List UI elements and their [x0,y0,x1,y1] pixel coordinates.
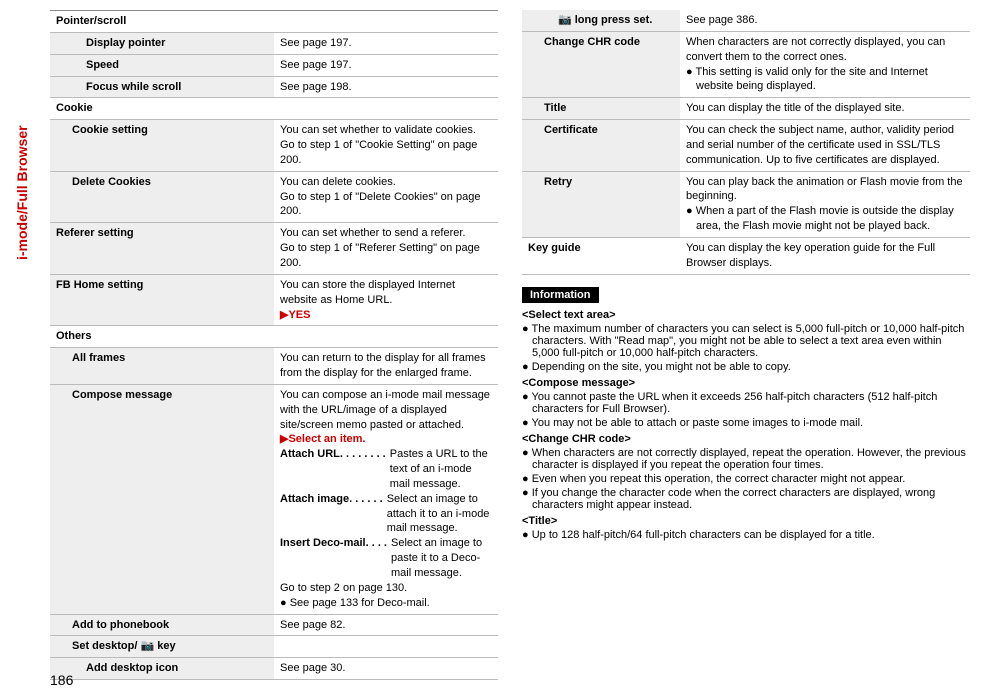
table-row: Delete CookiesYou can delete cookies.Go … [50,171,498,223]
setting-label: Compose message [50,384,274,614]
info-item: ● The maximum number of characters you c… [522,323,970,359]
setting-label: All frames [50,348,274,385]
setting-description: You can store the displayed Internet web… [274,274,498,326]
setting-description: See page 197. [274,54,498,76]
setting-description: You can delete cookies.Go to step 1 of "… [274,171,498,223]
table-row: CertificateYou can check the subject nam… [522,120,970,172]
table-row: Add to phonebookSee page 82. [50,614,498,636]
setting-label: Referer setting [50,223,274,275]
setting-description: You can play back the animation or Flash… [680,171,970,237]
table-row: Compose messageYou can compose an i-mode… [50,384,498,614]
info-item: ● When characters are not correctly disp… [522,447,970,471]
info-group-title: <Title> [522,515,970,527]
info-item: ● You may not be able to attach or paste… [522,417,970,429]
setting-description [274,636,498,658]
setting-label: Delete Cookies [50,171,274,223]
info-group-title: <Compose message> [522,377,970,389]
setting-description: You can set whether to send a referer.Go… [274,223,498,275]
table-row: Set desktop/ 📷 key [50,636,498,658]
setting-label: Key guide [522,237,680,274]
setting-description: You can return to the display for all fr… [274,348,498,385]
right-column: 📷 long press set.See page 386.Change CHR… [522,10,970,680]
info-item: ● Even when you repeat this operation, t… [522,473,970,485]
left-column: Pointer/scrollDisplay pointerSee page 19… [50,10,498,680]
setting-label: FB Home setting [50,274,274,326]
table-row: 📷 long press set.See page 386. [522,10,970,31]
right-table: 📷 long press set.See page 386.Change CHR… [522,10,970,275]
table-row: TitleYou can display the title of the di… [522,98,970,120]
setting-description: You can display the title of the display… [680,98,970,120]
table-row: FB Home settingYou can store the display… [50,274,498,326]
setting-label: Display pointer [50,32,274,54]
setting-label: Add to phonebook [50,614,274,636]
section-header: Others [50,326,498,348]
setting-label: Change CHR code [522,31,680,97]
information-box: Information <Select text area> ● The maxi… [522,275,970,541]
table-row: Change CHR codeWhen characters are not c… [522,31,970,97]
setting-description: You can display the key operation guide … [680,237,970,274]
info-group-title: <Select text area> [522,309,970,321]
section-header: Pointer/scroll [50,11,498,33]
side-tab: i-mode/Full Browser [14,125,30,260]
table-row: Key guideYou can display the key operati… [522,237,970,274]
table-row: SpeedSee page 197. [50,54,498,76]
table-row: Referer settingYou can set whether to se… [50,223,498,275]
left-table: Pointer/scrollDisplay pointerSee page 19… [50,10,498,680]
setting-label: Retry [522,171,680,237]
setting-description: See page 197. [274,32,498,54]
info-item: ● If you change the character code when … [522,487,970,511]
setting-label: Cookie setting [50,120,274,172]
table-row: Focus while scrollSee page 198. [50,76,498,98]
setting-label: Certificate [522,120,680,172]
setting-label: Title [522,98,680,120]
info-item: ● Up to 128 half-pitch/64 full-pitch cha… [522,529,970,541]
setting-description: You can set whether to validate cookies.… [274,120,498,172]
setting-description: See page 386. [680,10,970,31]
section-header: Cookie [50,98,498,120]
setting-label: Speed [50,54,274,76]
table-row: All framesYou can return to the display … [50,348,498,385]
setting-description: When characters are not correctly displa… [680,31,970,97]
information-heading: Information [522,287,599,303]
setting-label: Focus while scroll [50,76,274,98]
table-row: Add desktop iconSee page 30. [50,658,498,680]
setting-description: See page 82. [274,614,498,636]
setting-label: Add desktop icon [50,658,274,680]
table-row: RetryYou can play back the animation or … [522,171,970,237]
setting-description: See page 198. [274,76,498,98]
table-row: Cookie settingYou can set whether to val… [50,120,498,172]
info-item: ● Depending on the site, you might not b… [522,361,970,373]
setting-description: You can compose an i-mode mail message w… [274,384,498,614]
info-group-title: <Change CHR code> [522,433,970,445]
setting-description: You can check the subject name, author, … [680,120,970,172]
setting-description: See page 30. [274,658,498,680]
table-row: Display pointerSee page 197. [50,32,498,54]
setting-label: 📷 long press set. [522,10,680,31]
page-number: 186 [50,672,73,688]
info-item: ● You cannot paste the URL when it excee… [522,391,970,415]
setting-label: Set desktop/ 📷 key [50,636,274,658]
